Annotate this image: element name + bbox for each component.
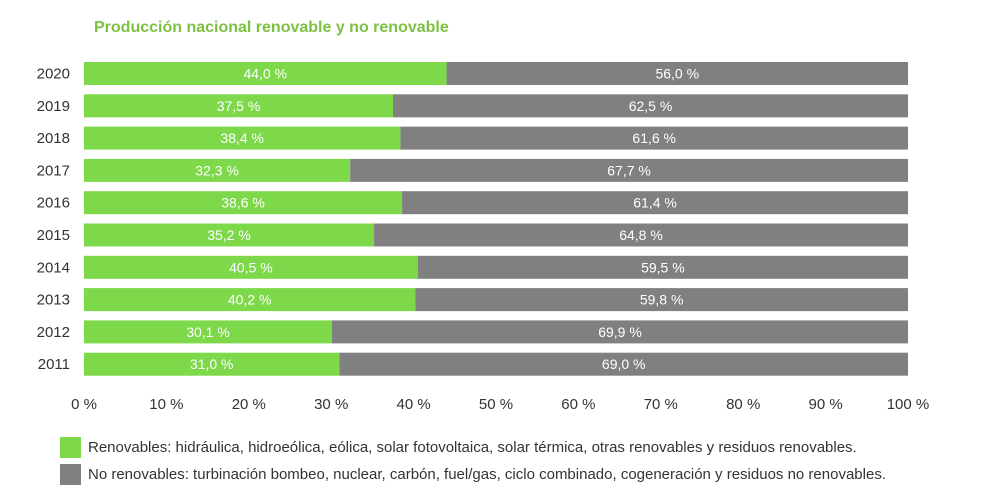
- bar-non-renewable: [415, 288, 908, 312]
- x-tick-label: 30 %: [314, 396, 348, 413]
- legend-label-non-renewable: No renovables: turbinación bombeo, nucle…: [88, 466, 886, 483]
- x-tick-label: 50 %: [479, 396, 513, 413]
- data-label-non-renewable: 61,6 %: [632, 130, 676, 146]
- data-label-renewable: 44,0 %: [243, 66, 287, 82]
- x-tick-label: 20 %: [232, 396, 266, 413]
- category-label: 2019: [37, 98, 70, 115]
- bar-non-renewable: [417, 255, 908, 279]
- bar-renewable: [84, 62, 447, 85]
- bar-renewable: [84, 94, 393, 118]
- bar-non-renewable: [393, 94, 908, 118]
- x-tick-label: 90 %: [808, 396, 842, 413]
- bar-renewable: [84, 352, 340, 376]
- bar-renewable: [84, 126, 401, 150]
- x-tick-label: 40 %: [396, 396, 430, 413]
- bar-renewable: [84, 158, 351, 182]
- category-label: 2017: [37, 162, 70, 179]
- bar-renewable: [84, 223, 375, 247]
- data-label-non-renewable: 59,5 %: [641, 259, 685, 275]
- bar-renewable: [84, 288, 416, 312]
- bar-non-renewable: [339, 352, 908, 376]
- legend-label-renewable: Renovables: hidráulica, hidroeólica, eól…: [88, 439, 857, 456]
- legend-swatch-renewable: [60, 437, 81, 458]
- x-tick-label: 0 %: [71, 396, 97, 413]
- bar-non-renewable: [400, 126, 908, 150]
- data-label-non-renewable: 69,9 %: [598, 324, 642, 340]
- legend-item-renewable: Renovables: hidráulica, hidroeólica, eól…: [60, 437, 857, 458]
- data-label-renewable: 30,1 %: [186, 324, 230, 340]
- bar-renewable: [84, 191, 403, 215]
- category-label: 2016: [37, 195, 70, 212]
- x-tick-label: 80 %: [726, 396, 760, 413]
- data-label-renewable: 35,2 %: [207, 227, 251, 243]
- data-label-non-renewable: 62,5 %: [629, 98, 673, 114]
- x-tick-label: 60 %: [561, 396, 595, 413]
- bar-renewable: [84, 255, 418, 279]
- category-label: 2012: [37, 324, 70, 341]
- data-label-renewable: 37,5 %: [217, 98, 261, 114]
- category-label: 2011: [38, 356, 70, 373]
- x-tick-label: 10 %: [149, 396, 183, 413]
- stacked-bar-chart: 2020 44,0 % 56,0 % 2019 37,5 % 62,5 % 2018 38,4…: [37, 62, 930, 413]
- data-label-renewable: 38,4 %: [220, 130, 264, 146]
- data-label-non-renewable: 69,0 %: [602, 356, 646, 372]
- data-label-renewable: 32,3 %: [195, 162, 239, 178]
- data-label-non-renewable: 56,0 %: [655, 66, 699, 82]
- data-label-non-renewable: 67,7 %: [607, 162, 651, 178]
- data-label-renewable: 40,5 %: [229, 259, 273, 275]
- legend-item-non-renewable: No renovables: turbinación bombeo, nucle…: [60, 464, 886, 485]
- bar-renewable: [84, 320, 333, 344]
- bar-non-renewable: [374, 223, 909, 247]
- data-label-renewable: 38,6 %: [221, 195, 265, 211]
- bar-non-renewable: [402, 191, 908, 215]
- data-label-non-renewable: 61,4 %: [633, 195, 677, 211]
- chart-title: Producción nacional renovable y no renov…: [94, 19, 449, 36]
- bar-non-renewable: [332, 320, 908, 344]
- data-label-non-renewable: 64,8 %: [619, 227, 663, 243]
- category-label: 2013: [37, 292, 70, 309]
- category-label: 2020: [37, 66, 70, 83]
- category-label: 2014: [37, 259, 70, 276]
- category-label: 2018: [37, 130, 70, 147]
- data-label-renewable: 40,2 %: [228, 292, 272, 308]
- legend-swatch-non-renewable: [60, 464, 81, 485]
- data-label-non-renewable: 59,8 %: [640, 292, 684, 308]
- x-tick-label: 100 %: [887, 396, 930, 413]
- x-tick-label: 70 %: [644, 396, 678, 413]
- data-label-renewable: 31,0 %: [190, 356, 234, 372]
- bar-non-renewable: [446, 62, 908, 85]
- bar-non-renewable: [350, 158, 909, 182]
- category-label: 2015: [37, 227, 70, 244]
